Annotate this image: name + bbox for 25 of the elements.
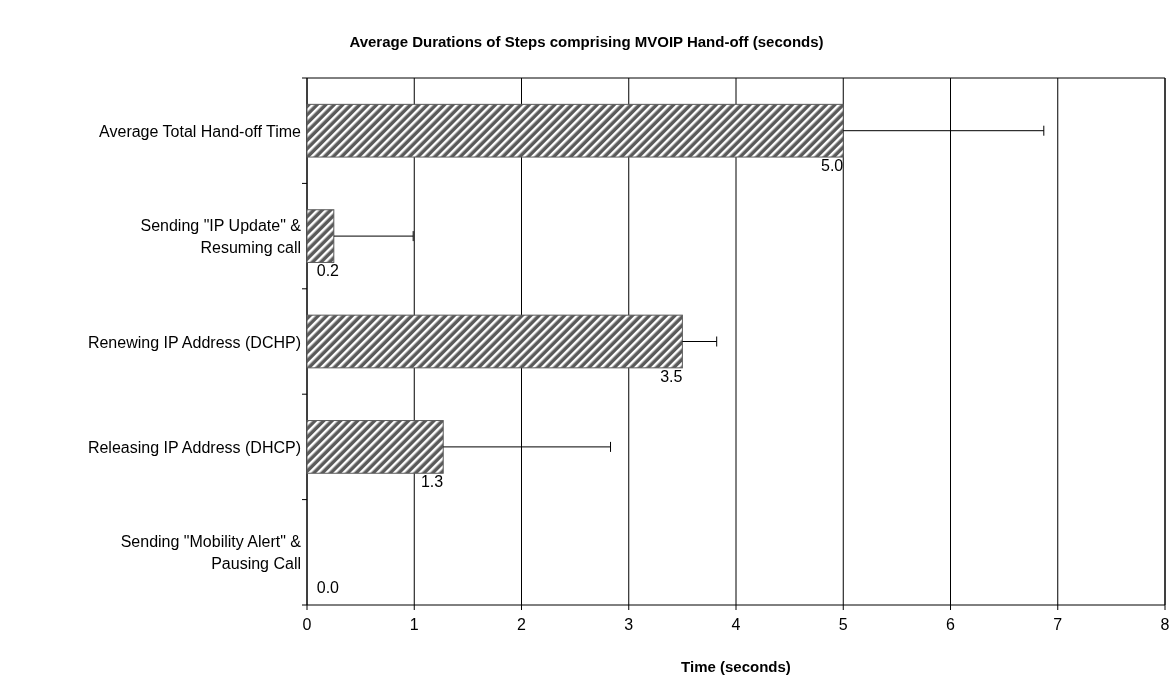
- x-tick-label: 8: [1160, 616, 1170, 633]
- bar: [306, 420, 444, 474]
- data-label: 0.0: [316, 578, 340, 596]
- data-label: 3.5: [660, 367, 683, 385]
- bar: [306, 209, 335, 263]
- x-tick-label: 5: [838, 616, 848, 633]
- x-tick-label: 2: [517, 616, 527, 633]
- x-tick-label: 3: [624, 616, 634, 633]
- x-axis-title: Time (seconds): [681, 658, 791, 675]
- y-tick-label: Releasing IP Address (DHCP): [87, 438, 301, 456]
- x-tick-label: 4: [731, 616, 741, 633]
- chart-title: Average Durations of Steps comprising MVOIP Hand-off (seconds): [349, 33, 824, 50]
- data-label: 5.0: [821, 157, 844, 175]
- x-tick-label: 6: [946, 616, 956, 633]
- x-tick-label: 0: [302, 616, 312, 633]
- x-tick-label: 1: [409, 616, 419, 633]
- bar: [306, 103, 844, 158]
- y-tick-label: Renewing IP Address (DCHP): [87, 333, 301, 351]
- y-tick-label: Average Total Hand-off Time: [99, 122, 302, 140]
- y-tick-label: Sending "Mobility Alert" & Pausing Call: [120, 533, 302, 573]
- data-label: 0.2: [316, 262, 340, 280]
- data-label: 1.3: [420, 473, 444, 491]
- bar: [306, 314, 683, 369]
- y-tick-label: Sending "IP Update" & Resuming call: [140, 217, 302, 257]
- x-tick-label: 7: [1053, 616, 1063, 633]
